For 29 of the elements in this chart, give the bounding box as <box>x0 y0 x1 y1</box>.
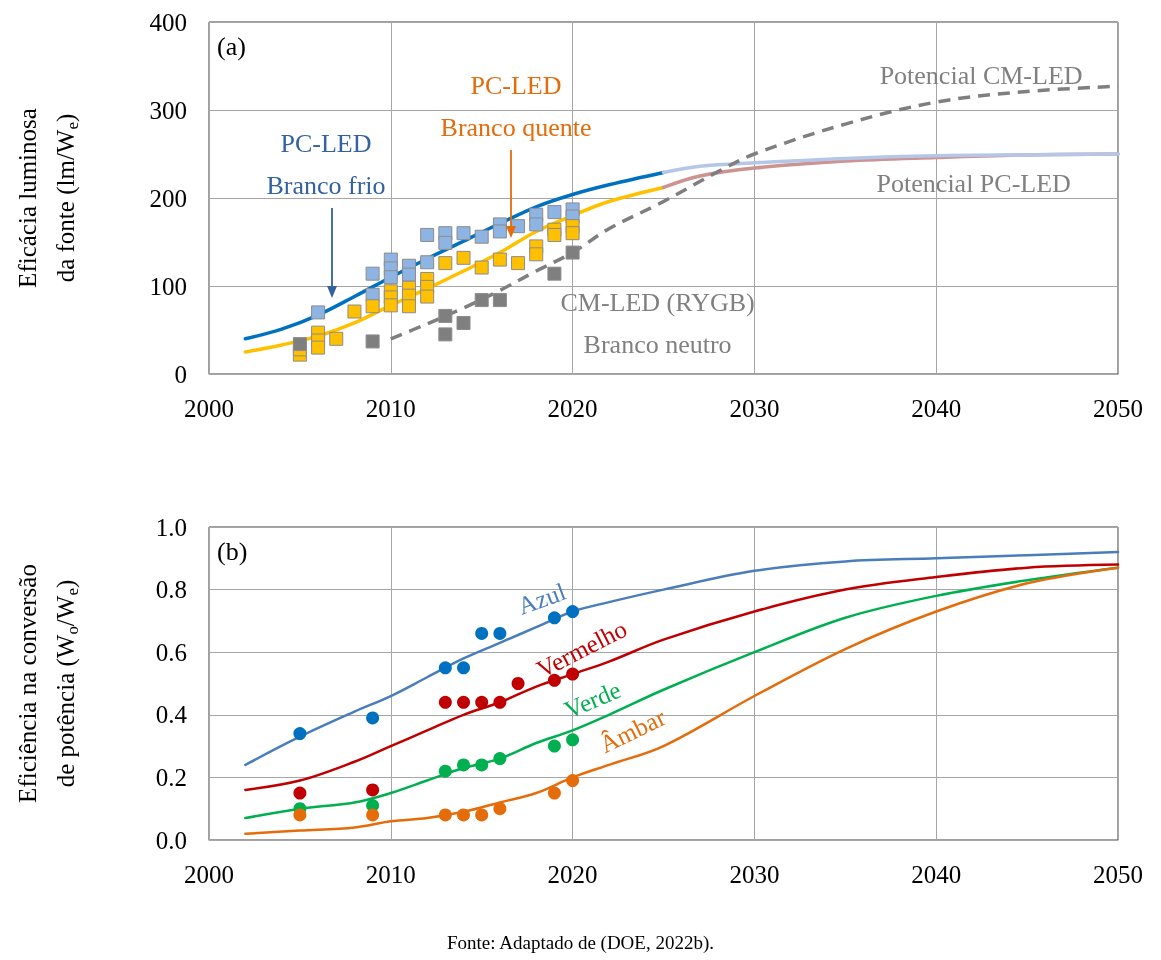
x-tick-label: 2050 <box>1093 861 1143 888</box>
x-tick-label: 2000 <box>184 861 234 888</box>
y-tick-label: 400 <box>149 8 187 36</box>
x-tick-label: 2030 <box>729 395 780 422</box>
text: Azul <box>514 577 570 620</box>
source-note: Fonte: Adaptado de (DOE, 2022b). <box>446 931 715 954</box>
x-tick-label: 2050 <box>1093 395 1143 422</box>
x-tick-label: 2020 <box>547 861 598 888</box>
annotation: PC-LED Branco frio <box>266 128 386 200</box>
y-tick-label: 300 <box>149 96 187 124</box>
x-tick-label: 2040 <box>911 861 962 888</box>
x-tick-label: 2000 <box>184 395 234 422</box>
y-tick-label: 0.4 <box>155 701 188 729</box>
x-tick-label: 2010 <box>365 395 416 422</box>
annotation: PC-LED Branco quente <box>440 70 592 142</box>
y-tick-label: 200 <box>149 184 187 212</box>
y-tick-label: 0 <box>174 360 187 388</box>
y-tick-label: 0.0 <box>155 826 187 854</box>
x-tick-label: 2040 <box>911 395 962 422</box>
annotation: (a) <box>217 31 246 61</box>
y-tick-label: 0.2 <box>155 763 187 791</box>
x-tick-label: 2030 <box>729 861 780 888</box>
y-tick-label: 0.6 <box>155 638 187 666</box>
y-tick-label: 100 <box>149 272 187 300</box>
y-tick-label: 0.8 <box>155 576 187 604</box>
x-tick-label: 2020 <box>547 395 598 422</box>
y-tick-label: 1.0 <box>155 513 187 541</box>
x-tick-label: 2010 <box>365 861 416 888</box>
annotation: (b) <box>217 536 248 566</box>
